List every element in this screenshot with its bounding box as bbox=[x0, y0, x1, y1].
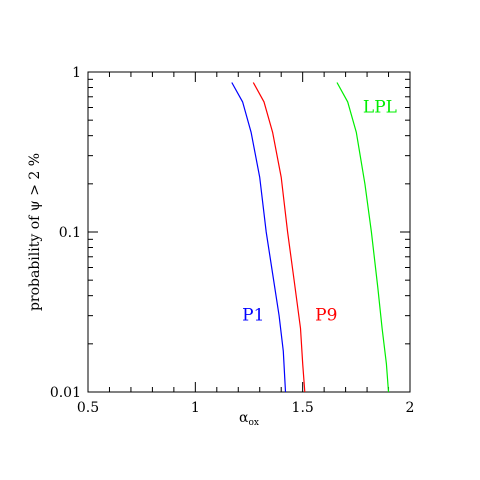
axis-ticks bbox=[87, 72, 411, 393]
series-line-p1 bbox=[231, 82, 287, 393]
x-tick-label: 0.5 bbox=[77, 400, 99, 416]
x-tick-labels: 0.5 1 1.5 2 bbox=[77, 400, 415, 416]
y-tick-label: 0.1 bbox=[59, 225, 81, 241]
series-label-lpl: LPL bbox=[363, 97, 397, 117]
x-axis-label: αox bbox=[239, 410, 259, 428]
y-tick-label: 1 bbox=[72, 65, 81, 81]
x-tick-label: 1 bbox=[191, 400, 200, 416]
y-tick-labels: 0.01 0.1 1 bbox=[50, 65, 81, 401]
series-group bbox=[231, 82, 390, 393]
y-axis-label: probability of ψ > 2 % bbox=[27, 153, 43, 311]
plot-frame bbox=[87, 71, 411, 393]
x-tick-label: 2 bbox=[406, 400, 415, 416]
series-line-lpl bbox=[336, 82, 390, 393]
series-labels: P1 P9 LPL bbox=[242, 97, 397, 325]
y-tick-label: 0.01 bbox=[50, 385, 81, 401]
x-tick-label: 1.5 bbox=[292, 400, 314, 416]
series-label-p9: P9 bbox=[315, 305, 337, 325]
series-line-p9 bbox=[252, 82, 306, 393]
series-label-p1: P1 bbox=[242, 305, 264, 325]
